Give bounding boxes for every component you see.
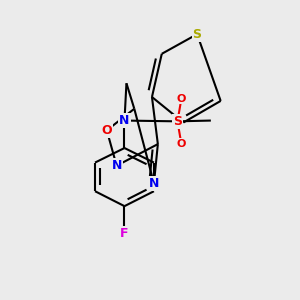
Text: O: O xyxy=(177,94,186,103)
Text: S: S xyxy=(173,115,182,128)
Text: O: O xyxy=(177,139,186,149)
Text: O: O xyxy=(101,124,112,137)
Text: S: S xyxy=(193,28,202,41)
Text: N: N xyxy=(119,114,130,127)
Text: N: N xyxy=(149,177,159,190)
Text: N: N xyxy=(111,159,122,172)
Text: F: F xyxy=(120,227,129,240)
